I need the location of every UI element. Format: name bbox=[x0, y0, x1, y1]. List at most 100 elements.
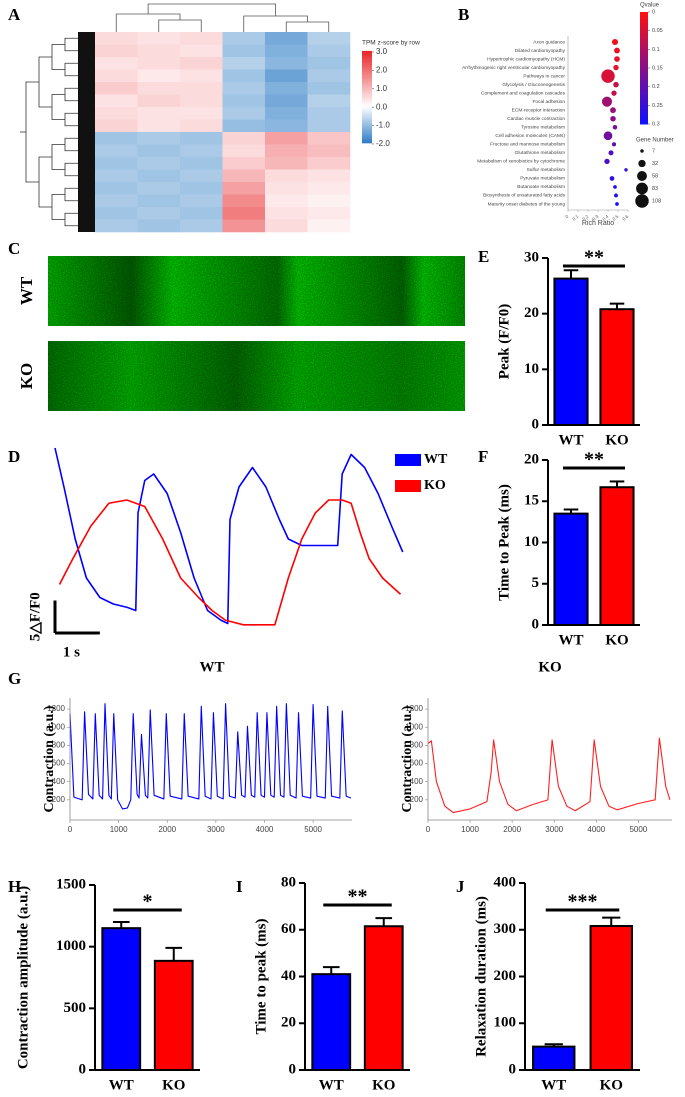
colorbar-segment bbox=[362, 96, 372, 100]
bar bbox=[553, 512, 589, 626]
heatmap-cell bbox=[222, 44, 266, 58]
term-label: ECM-receptor interaction bbox=[512, 107, 566, 113]
bar bbox=[153, 959, 194, 1071]
colorbar-segment bbox=[640, 82, 648, 88]
heatmap-cell bbox=[95, 94, 138, 108]
panel-label: F bbox=[478, 447, 488, 466]
colorbar-segment bbox=[640, 53, 648, 58]
y-tick-label: 1200 bbox=[47, 704, 65, 713]
y-tick-label: 0 bbox=[509, 1061, 517, 1077]
heatmap-cell bbox=[307, 144, 351, 158]
dendrogram bbox=[147, 3, 277, 16]
panel-label: I bbox=[236, 877, 243, 896]
heatmap-cell bbox=[265, 207, 308, 220]
colorbar-segment bbox=[362, 101, 372, 105]
x-tick-label: 5000 bbox=[629, 825, 647, 834]
x-tick-label: 0 bbox=[68, 825, 73, 834]
y-axis-label: Time to Peak (ms) bbox=[496, 484, 512, 601]
y-tick-label: 0 bbox=[532, 616, 540, 632]
x-tick-label: 2000 bbox=[158, 825, 176, 834]
dot bbox=[610, 107, 616, 114]
colorbar-tick-label: 1.0 bbox=[376, 84, 388, 93]
x-tick-label: KO bbox=[372, 1077, 395, 1093]
colorbar-segment bbox=[640, 86, 648, 91]
colorbar-segment bbox=[362, 85, 372, 89]
heatmap-cell bbox=[95, 57, 138, 70]
heatmap-cell bbox=[222, 144, 266, 158]
heatmap-cell bbox=[180, 44, 223, 58]
heatmap-cell bbox=[307, 132, 351, 145]
heatmap-cell bbox=[222, 132, 266, 145]
y-tick-label: 200 bbox=[410, 795, 424, 804]
heatmap-cell bbox=[265, 44, 308, 58]
heatmap-cell bbox=[265, 194, 308, 208]
y-tick-label: 10 bbox=[524, 534, 539, 550]
dot bbox=[603, 131, 613, 141]
bar bbox=[599, 308, 635, 427]
colorbar-segment bbox=[640, 116, 648, 121]
x-tick-label: 5000 bbox=[304, 825, 322, 834]
y-tick-label: 40 bbox=[281, 968, 296, 984]
y-tick-label: 200 bbox=[52, 795, 66, 804]
x-axis-label: Rich Ratio bbox=[582, 220, 614, 227]
panel-label: H bbox=[8, 877, 21, 896]
colorbar-segment bbox=[362, 126, 372, 130]
significance: ** bbox=[584, 247, 604, 269]
term-label: Sulfur metabolism bbox=[527, 167, 565, 173]
colorbar-segment bbox=[640, 12, 648, 17]
heatmap-cell bbox=[95, 207, 138, 220]
colorbar-segment bbox=[362, 108, 372, 112]
heatmap-cell bbox=[222, 32, 266, 45]
dot bbox=[613, 64, 619, 71]
y-axis-label: Contraction (a.u.) bbox=[400, 705, 415, 812]
heatmap-cell bbox=[265, 32, 308, 45]
heatmap-cell bbox=[265, 219, 308, 233]
colorbar-tick-label: 0.05 bbox=[652, 28, 663, 34]
panel-label: D bbox=[8, 447, 20, 466]
heatmap-cell bbox=[265, 94, 308, 108]
term-label: Cardiac muscle contraction bbox=[507, 116, 565, 122]
heatmap-cell bbox=[180, 157, 223, 170]
heatmap-cell bbox=[95, 194, 138, 208]
colorbar-segment bbox=[362, 138, 372, 142]
x-tick-label: 4000 bbox=[587, 825, 605, 834]
heatmap-cell bbox=[95, 119, 138, 133]
colorbar-segment bbox=[362, 57, 372, 61]
significance: ** bbox=[584, 449, 604, 471]
data-line bbox=[427, 737, 671, 814]
bar bbox=[589, 925, 633, 1072]
term-label: Butanoate metabolism bbox=[517, 184, 565, 190]
y-tick-label: 1500 bbox=[56, 876, 86, 892]
y-tick-label: 0 bbox=[289, 1061, 297, 1077]
scale-bar-x-label: 1 s bbox=[63, 644, 80, 660]
dot bbox=[612, 125, 618, 130]
colorbar-segment bbox=[362, 73, 372, 77]
dot bbox=[624, 168, 628, 172]
x-tick-label: KO bbox=[605, 632, 628, 648]
heatmap-cell bbox=[307, 169, 351, 183]
heatmap-cell bbox=[307, 69, 351, 83]
heatmap-cell bbox=[137, 207, 181, 220]
colorbar-segment bbox=[640, 112, 648, 118]
size-legend-label: 58 bbox=[652, 173, 658, 179]
heatmap-cell bbox=[265, 57, 308, 70]
heatmap-cell bbox=[222, 219, 266, 233]
term-label: Arrhythmogenic right ventricular cardiom… bbox=[462, 65, 566, 71]
colorbar-tick-label: 0.2 bbox=[652, 84, 660, 90]
bar bbox=[532, 1045, 576, 1071]
y-tick-label: 20 bbox=[524, 305, 539, 321]
heatmap-cell bbox=[180, 94, 223, 108]
size-legend-label: 32 bbox=[652, 161, 658, 167]
heatmap-cell bbox=[222, 169, 266, 183]
bar bbox=[363, 925, 404, 1072]
y-tick-label: 20 bbox=[281, 1015, 296, 1031]
heatmap-cell bbox=[95, 182, 138, 195]
bar bbox=[311, 973, 352, 1071]
heatmap-cell bbox=[265, 82, 308, 95]
heatmap-cell bbox=[222, 57, 266, 70]
heatmap-cell bbox=[95, 107, 138, 120]
colorbar-segment bbox=[640, 26, 648, 32]
y-tick-label: 15 bbox=[524, 493, 539, 509]
colorbar-segment bbox=[640, 79, 648, 84]
